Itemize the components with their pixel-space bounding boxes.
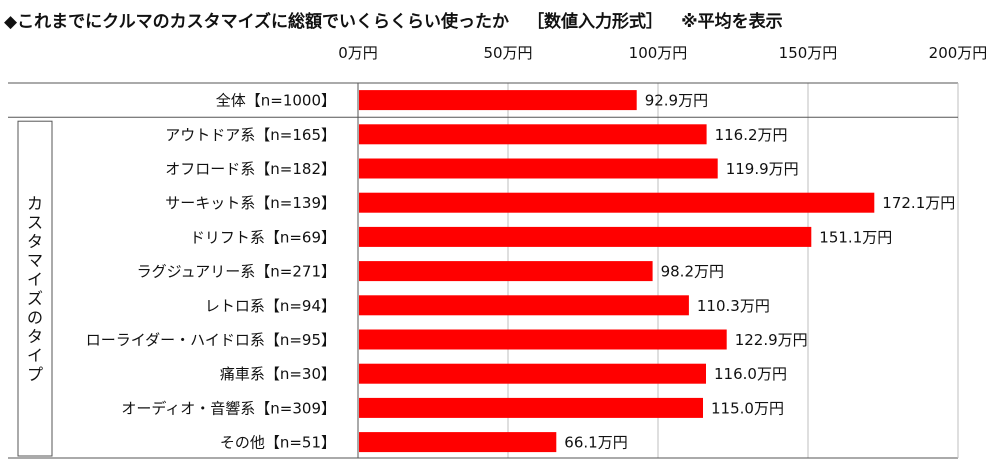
bar: [359, 295, 689, 316]
bar: [359, 363, 706, 384]
dividers: [8, 82, 959, 459]
value-label: 115.0万円: [711, 399, 784, 417]
value-label: 110.3万円: [697, 297, 770, 315]
chart-title-format: ［数値入力形式］: [527, 12, 664, 32]
group-label-char: タ: [27, 232, 43, 251]
group-label-char: イ: [27, 346, 43, 365]
tick-label: 100万円: [629, 44, 688, 62]
category-label: オフロード系【n=182】: [165, 160, 336, 178]
value-label: 119.9万円: [726, 160, 799, 178]
bar: [359, 158, 718, 179]
category-label: サーキット系【n=139】: [165, 194, 336, 212]
value-label: 172.1万円: [882, 194, 955, 212]
category-label: 全体【n=1000】: [216, 92, 336, 110]
value-label: 116.0万円: [714, 365, 787, 383]
group-bracket: [17, 120, 53, 457]
tick-label: 50万円: [483, 44, 532, 62]
group-label-char: ス: [27, 213, 43, 232]
group-label-char: プ: [27, 365, 43, 384]
category-label: その他【n=51】: [220, 434, 336, 452]
value-labels: 92.9万円 116.2万円 119.9万円 172.1万円 151.1万円 98.2万円…: [564, 92, 955, 452]
chart-title: ◆これまでにクルマのカスタマイズに総額でいくらくらい使ったか ［数値入力形式］ ※平…: [4, 7, 783, 32]
value-label: 92.9万円: [645, 92, 708, 110]
group-label-char: カ: [27, 194, 43, 213]
bar: [359, 226, 812, 247]
chart-title-note: ※平均を表示: [681, 12, 783, 32]
bar: [359, 397, 703, 418]
bar: [359, 432, 557, 453]
category-label: ローライダー・ハイドロ系【n=95】: [86, 331, 336, 349]
category-label: 痛車系【n=30】: [220, 365, 336, 383]
bar: [359, 90, 637, 111]
chart-title-main: ◆これまでにクルマのカスタマイズに総額でいくらくらい使ったか: [4, 12, 510, 32]
group-label-char: マ: [27, 251, 43, 270]
category-label: アウトドア系【n=165】: [165, 126, 336, 144]
value-label: 116.2万円: [715, 126, 788, 144]
value-label: 151.1万円: [819, 228, 892, 246]
group-label-char: イ: [27, 270, 43, 289]
group-label-char: タ: [27, 327, 43, 346]
group-label-char: ズ: [27, 289, 43, 308]
value-label: 122.9万円: [735, 331, 808, 349]
bar: [359, 261, 653, 282]
tick-labels: 0万円 50万円 100万円 150万円 200万円: [338, 44, 987, 62]
bar: [359, 192, 875, 213]
category-label: ドリフト系【n=69】: [190, 228, 336, 246]
group-label-char: の: [27, 308, 43, 327]
bars: [359, 90, 875, 453]
tick-label: 0万円: [338, 44, 378, 62]
category-label: オーディオ・音響系【n=309】: [121, 399, 336, 417]
bar: [359, 329, 727, 350]
category-labels: 全体【n=1000】アウトドア系【n=165】オフロード系【n=182】サーキッ…: [86, 92, 336, 452]
tick-label: 200万円: [929, 44, 988, 62]
value-label: 66.1万円: [564, 434, 627, 452]
category-label: ラグジュアリー系【n=271】: [137, 263, 336, 281]
tick-label: 150万円: [779, 44, 838, 62]
value-label: 98.2万円: [661, 263, 724, 281]
bar: [359, 124, 707, 145]
category-label: レトロ系【n=94】: [205, 297, 336, 315]
